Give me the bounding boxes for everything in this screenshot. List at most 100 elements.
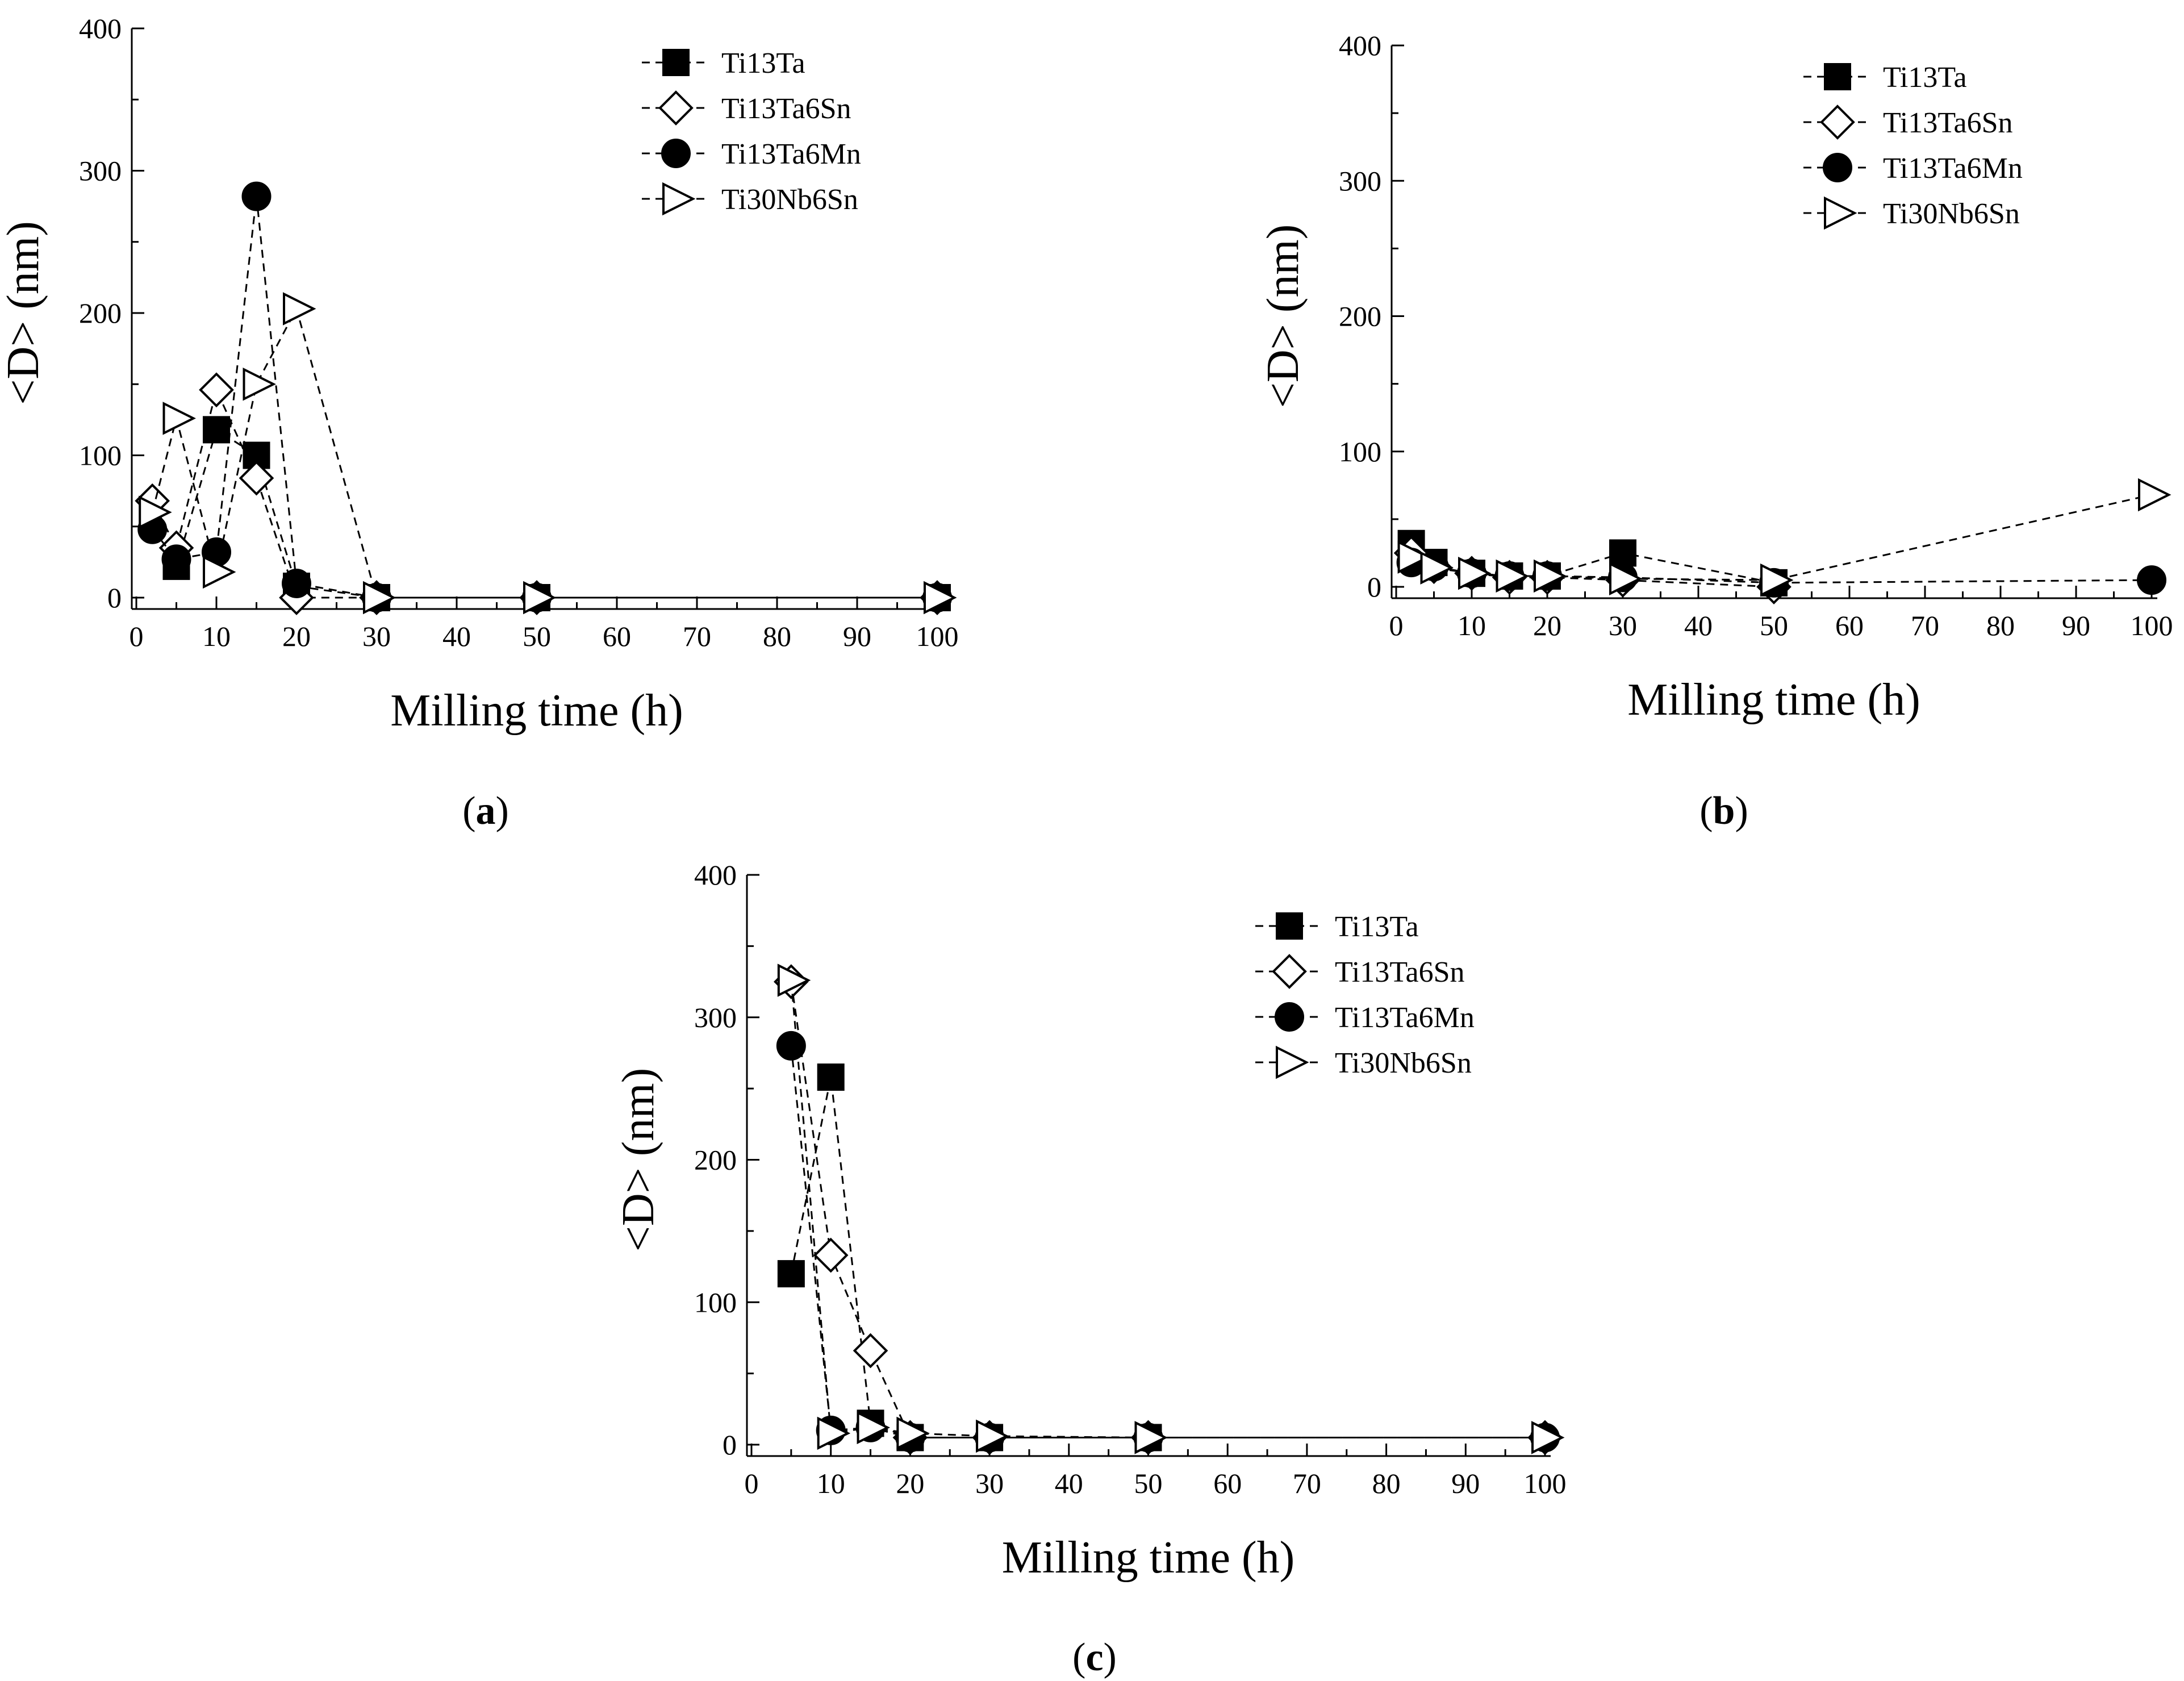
marker-ti30nb6sn [243,368,276,401]
marker-ti13ta6mn [661,139,691,168]
marker-ti13ta [662,49,690,76]
x-tick-label: 40 [1684,610,1713,641]
marker-ti30nb6sn [896,1416,930,1450]
marker-ti13ta [1609,539,1636,567]
marker-ti30nb6sn [1458,556,1492,590]
legend-entry: Ti13Ta6Mn [1803,152,2023,185]
legend: Ti13Ta Ti13Ta6Sn Ti13Ta6Mn Ti30Nb6Sn [642,47,861,216]
marker-ti13ta6sn [853,1333,888,1369]
x-tick-label: 0 [745,1467,759,1499]
legend-label: Ti13Ta [1335,911,1419,943]
legend-entry: Ti13Ta6Sn [642,90,851,126]
series-ti30nb6sn [1397,478,2172,597]
series-ti13ta6sn [135,372,955,615]
x-tick-label: 100 [1524,1467,1567,1499]
series-ti13ta [1397,529,1788,597]
x-tick-label: 40 [1055,1467,1083,1499]
series-line-ti13ta6sn [151,387,937,599]
x-tick-label: 70 [683,620,711,652]
legend-entry: Ti13Ta6Mn [1255,1002,1475,1034]
marker-ti13ta6mn [161,544,191,574]
legend-entry: Ti13Ta6Sn [1255,954,1465,989]
x-tick-label: 50 [1134,1467,1163,1499]
marker-ti30nb6sn [924,581,957,615]
legend-label: Ti13Ta6Sn [721,93,851,125]
x-tick-label: 50 [523,620,551,652]
y-tick-label: 0 [723,1429,737,1461]
x-tick-label: 10 [817,1467,845,1499]
legend-label: Ti13Ta [721,47,805,80]
y-tick-label: 300 [1339,165,1381,197]
legend-entry: Ti13Ta6Sn [1803,105,2013,140]
x-tick-label: 100 [916,620,959,652]
marker-ti30nb6sn [363,581,396,615]
marker-ti30nb6sn [162,402,196,435]
legend-label: Ti30Nb6Sn [1335,1047,1472,1079]
marker-ti13ta6mn [282,568,311,598]
x-tick-label: 20 [896,1467,924,1499]
x-tick-label: 90 [1451,1467,1480,1499]
legend-label: Ti30Nb6Sn [1883,198,2020,230]
x-tick-label: 20 [282,620,311,652]
marker-ti30nb6sn [1397,540,1431,574]
marker-ti30nb6sn [777,963,811,997]
x-tick-label: 60 [1835,610,1864,641]
x-tick-label: 80 [763,620,791,652]
x-tick-label: 10 [1458,610,1486,641]
marker-ti13ta6sn [813,1237,849,1273]
y-tick-label: 100 [694,1286,737,1318]
legend-entry: Ti13Ta [642,47,805,80]
x-tick-label: 50 [1760,610,1788,641]
legend-entry: Ti13Ta [1255,911,1419,943]
y-tick-label: 0 [107,582,122,614]
legend: Ti13Ta Ti13Ta6Sn Ti13Ta6Mn Ti30Nb6Sn [1255,911,1475,1079]
y-tick-label: 100 [1339,436,1381,468]
legend-label: Ti30Nb6Sn [721,183,858,216]
x-tick-label: 80 [1372,1467,1401,1499]
marker-ti13ta6sn [239,460,274,496]
x-tick-label: 80 [1986,610,2015,641]
series-line-ti13ta6mn [152,196,937,599]
y-axis-title: <D> (nm) [0,221,48,405]
x-tick-label: 60 [1213,1467,1242,1499]
y-tick-label: 200 [1339,301,1381,332]
x-tick-label: 70 [1911,610,1939,641]
y-axis-title: <D> (nm) [1258,224,1308,408]
marker-ti13ta6mn [1275,1002,1304,1032]
x-tick-label: 40 [442,620,471,652]
x-tick-label: 20 [1533,610,1561,641]
marker-ti13ta [777,1260,805,1288]
marker-ti13ta6sn [658,90,694,126]
legend-entry: Ti13Ta [1803,61,1967,94]
marker-ti13ta6mn [241,181,272,211]
x-tick-label: 90 [843,620,871,652]
legend-label: Ti13Ta6Sn [1335,956,1465,988]
legend-entry: Ti13Ta6Mn [642,138,861,170]
marker-ti13ta6sn [199,372,234,408]
x-tick-label: 90 [2062,610,2090,641]
y-tick-label: 400 [79,12,122,44]
y-tick-label: 0 [1367,571,1381,603]
x-tick-label: 0 [1389,610,1404,641]
legend-label: Ti13Ta6Mn [1335,1002,1475,1034]
chart-panel-b: 0 10 20 30 40 50 60 70 80 90 100 0 100 200 300 400 Milli… [1258,30,2173,833]
chart-panel-c: 0 10 20 30 40 50 60 70 80 90 100 0 100 200 300 400 Milli… [613,859,1567,1679]
marker-ti13ta [1824,63,1851,90]
legend-label: Ti13Ta6Mn [721,138,861,170]
marker-ti30nb6sn [1276,1045,1309,1079]
y-tick-label: 200 [79,297,122,329]
marker-ti30nb6sn [203,555,236,589]
series-ti13ta6sn [774,964,1563,1455]
marker-ti30nb6sn [283,292,316,326]
x-axis-title: Milling time (h) [1002,1533,1295,1583]
y-axis-title: <D> (nm) [613,1068,663,1252]
chart-panel-a: 0 10 20 30 40 50 60 70 80 90 100 0 100 200 300 400 Milli… [0,12,959,833]
x-tick-label: 0 [130,620,144,652]
series-line-ti13ta6mn [790,1045,1545,1438]
y-tick-label: 400 [694,859,737,891]
legend-label: Ti13Ta [1883,61,1967,94]
marker-ti30nb6sn [1534,559,1567,593]
y-tick-label: 400 [1339,30,1381,61]
marker-ti30nb6sn [817,1416,851,1450]
